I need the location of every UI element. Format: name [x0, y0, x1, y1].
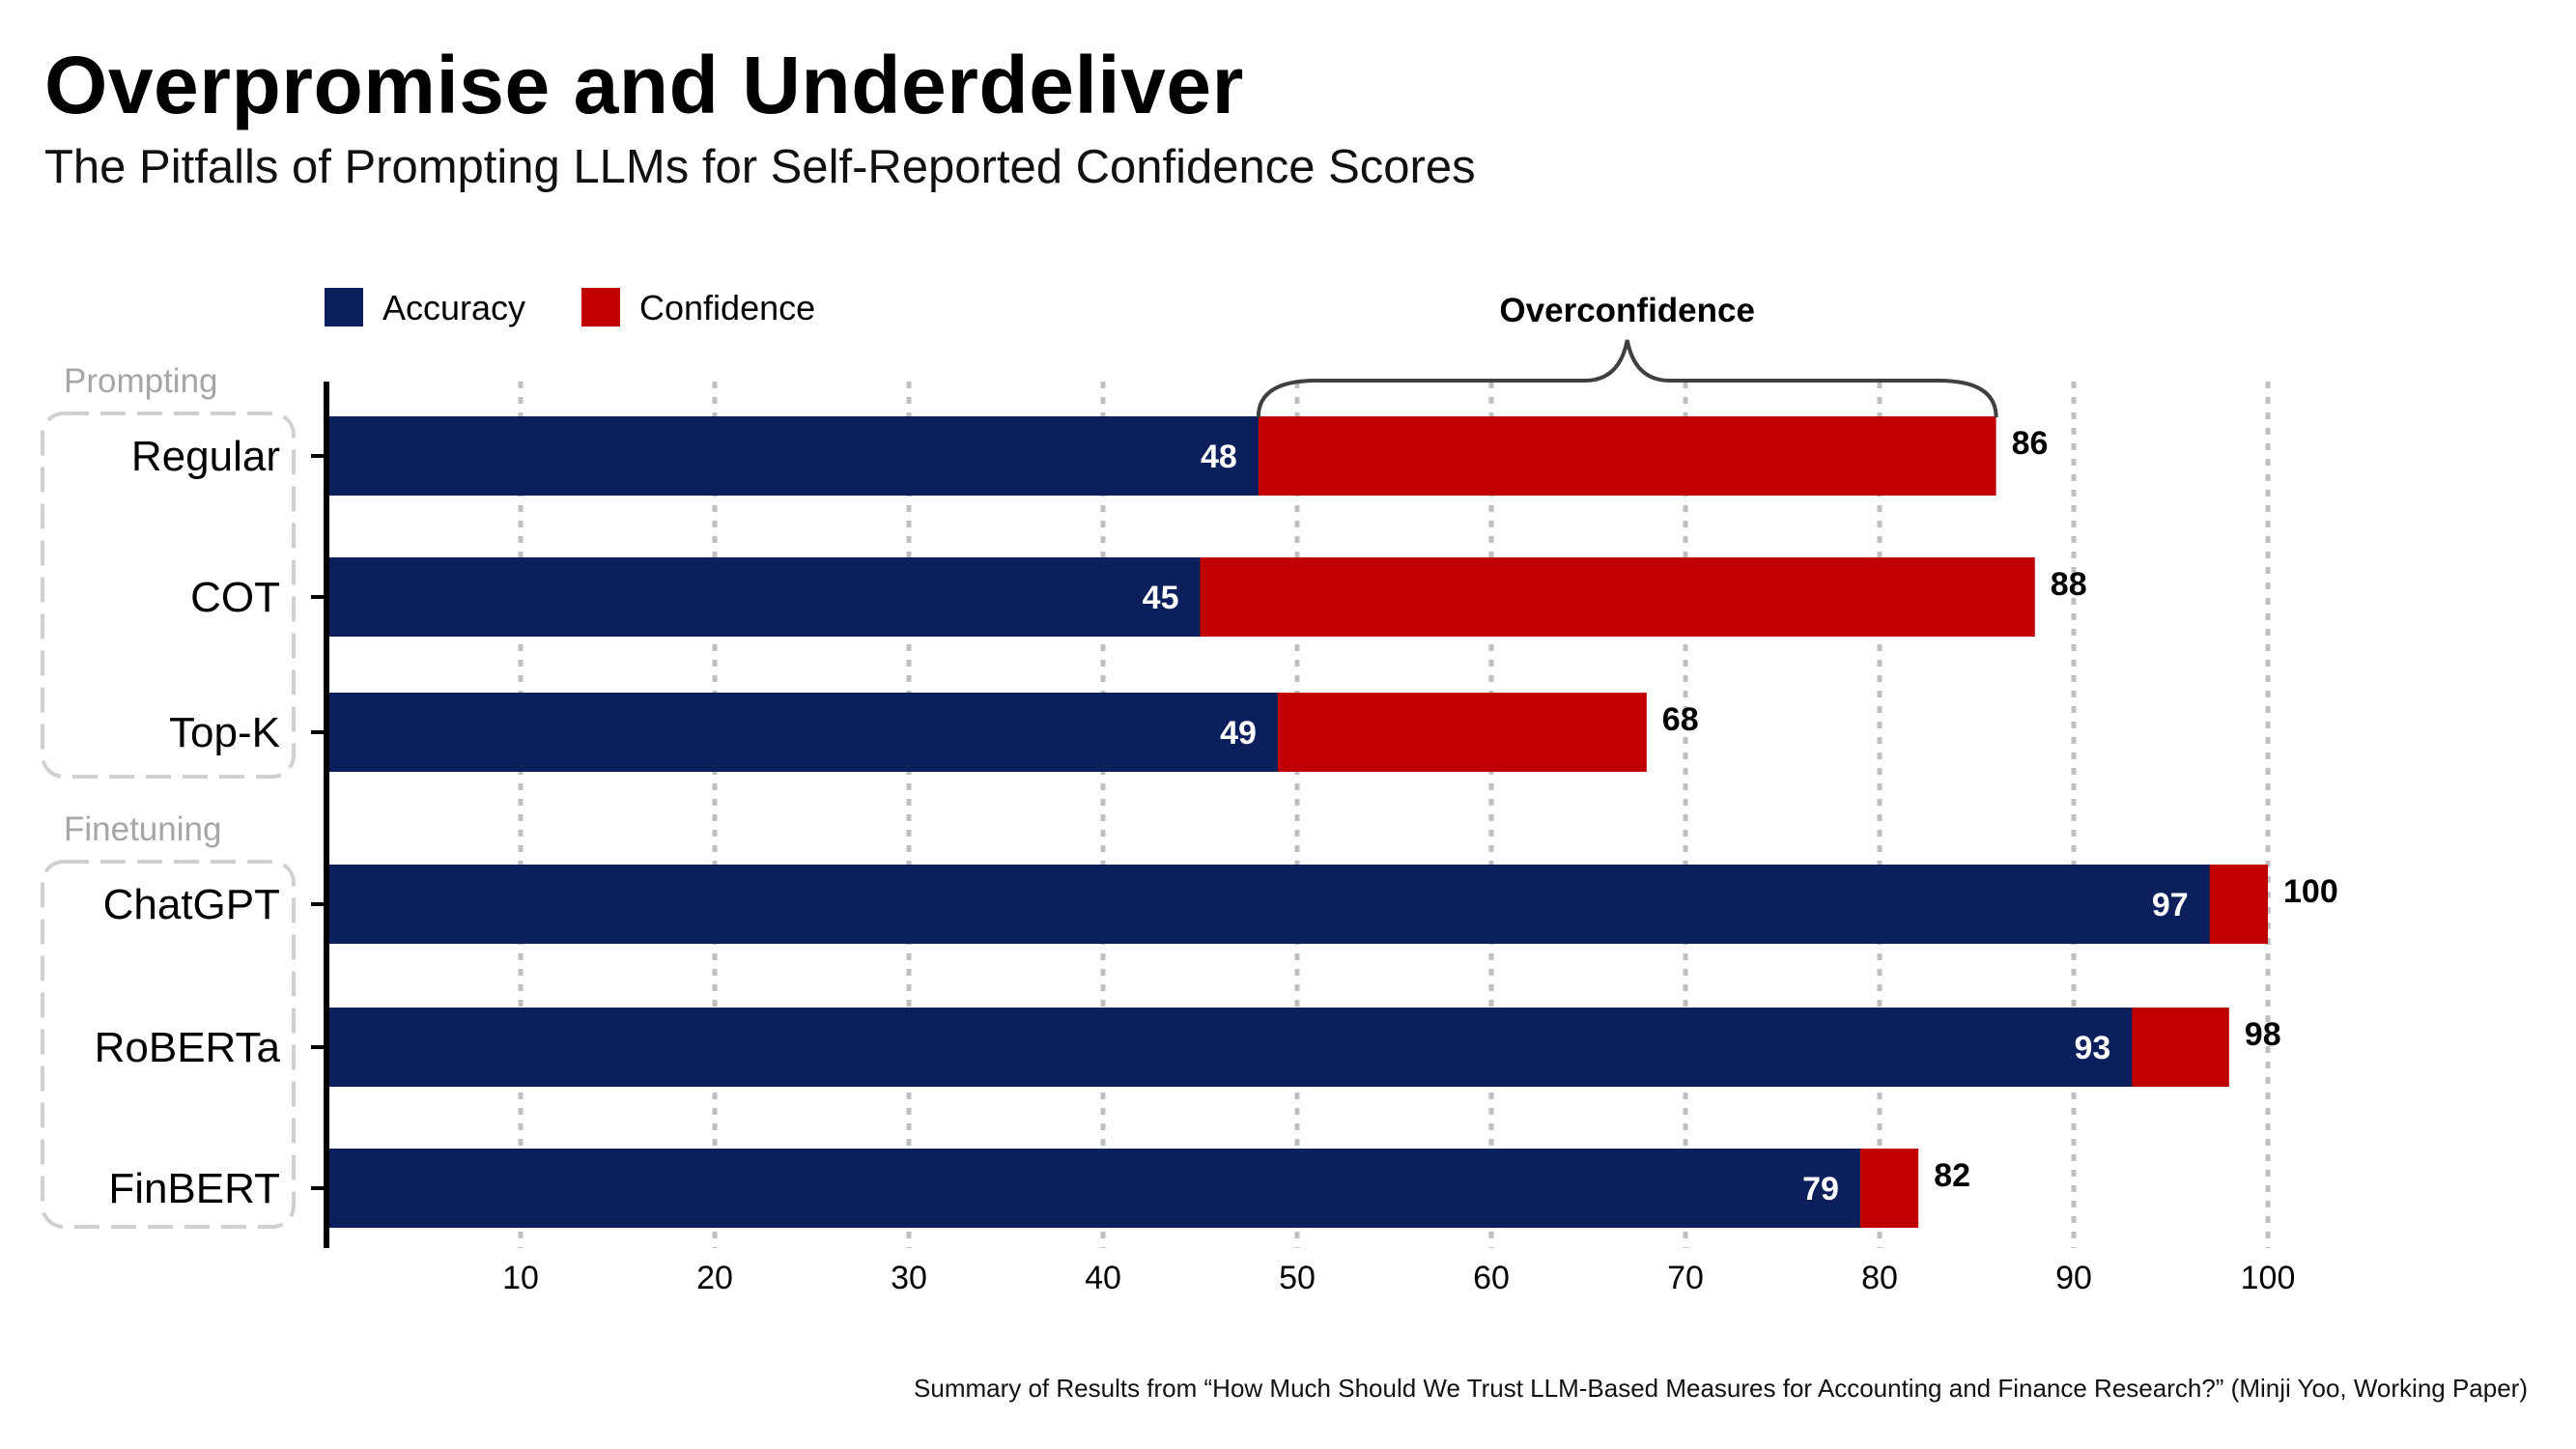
- x-tick-label: 80: [1861, 1260, 1898, 1296]
- x-tick-label: 70: [1667, 1260, 1704, 1296]
- page-title: Overpromise and Underdeliver: [44, 40, 1244, 130]
- category-label: COT: [190, 574, 280, 621]
- confidence-value-label: 100: [2283, 873, 2338, 910]
- annotation-label: Overconfidence: [1499, 292, 1755, 329]
- x-tick-label: 60: [1473, 1260, 1510, 1296]
- accuracy-value-label: 45: [1143, 580, 1179, 616]
- confidence-value-label: 98: [2245, 1016, 2281, 1053]
- legend-label: Confidence: [639, 288, 815, 327]
- confidence-value-label: 68: [1662, 701, 1699, 738]
- category-label: Top-K: [169, 709, 280, 756]
- footnote: Summary of Results from “How Much Should…: [914, 1374, 2528, 1403]
- accuracy-bar: [326, 557, 1201, 637]
- category-label: FinBERT: [108, 1165, 280, 1212]
- category-label: Regular: [131, 433, 280, 480]
- x-tick-label: 100: [2241, 1260, 2296, 1296]
- accuracy-value-label: 49: [1220, 715, 1257, 752]
- x-tick-label: 20: [696, 1260, 733, 1296]
- confidence-value-label: 88: [2051, 566, 2087, 603]
- accuracy-bar: [326, 865, 2210, 944]
- x-tick-label: 90: [2055, 1260, 2092, 1296]
- legend-swatch-accuracy: [325, 288, 363, 327]
- accuracy-value-label: 97: [2152, 887, 2189, 923]
- page-subtitle: The Pitfalls of Prompting LLMs for Self-…: [44, 141, 1476, 193]
- accuracy-bar: [326, 1149, 1860, 1228]
- x-tick-label: 40: [1085, 1260, 1121, 1296]
- category-label: ChatGPT: [103, 881, 280, 928]
- confidence-value-label: 86: [2012, 425, 2049, 462]
- accuracy-value-label: 93: [2074, 1030, 2110, 1066]
- group-box-prompting: [41, 412, 296, 779]
- accuracy-bar: [326, 1008, 2133, 1087]
- accuracy-value-label: 48: [1201, 439, 1237, 475]
- overconfidence-brace: [1256, 339, 1998, 418]
- accuracy-value-label: 79: [1802, 1171, 1839, 1208]
- legend-label: Accuracy: [382, 288, 525, 327]
- accuracy-bar: [326, 416, 1259, 496]
- legend-swatch-confidence: [581, 288, 620, 327]
- accuracy-bar: [326, 693, 1278, 772]
- category-label: RoBERTa: [95, 1024, 281, 1071]
- group-label: Finetuning: [64, 810, 221, 848]
- x-tick-label: 50: [1279, 1260, 1316, 1296]
- group-box-finetuning: [41, 860, 296, 1229]
- confidence-value-label: 82: [1934, 1157, 1970, 1194]
- x-tick-label: 10: [502, 1260, 539, 1296]
- group-label: Prompting: [64, 362, 218, 400]
- x-tick-label: 30: [891, 1260, 927, 1296]
